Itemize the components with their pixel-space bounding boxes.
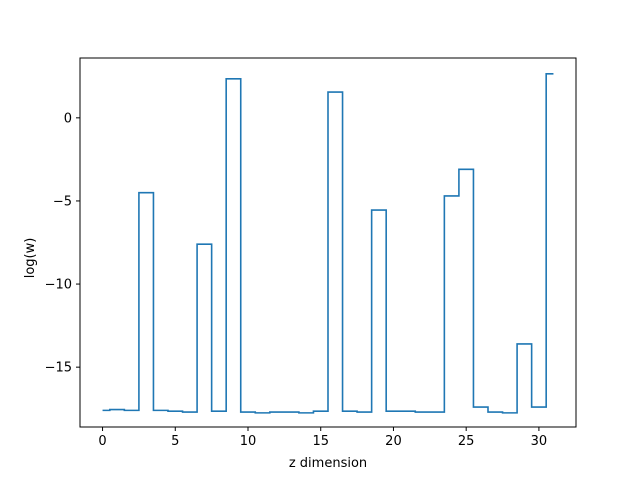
series-line: [102, 72, 554, 414]
x-tick-label: 5: [171, 434, 179, 449]
plot-area: [79, 57, 577, 428]
y-tick-label: −10: [45, 278, 72, 293]
x-tick-label: 20: [385, 434, 402, 449]
y-axis-label: log(w): [23, 238, 38, 279]
x-tick-label: 0: [98, 434, 106, 449]
y-tick-label: 0: [64, 111, 72, 126]
y-tick-label: −15: [45, 361, 72, 376]
y-tick-label: −5: [53, 194, 72, 209]
x-tick-label: 25: [458, 434, 475, 449]
x-tick-label: 10: [240, 434, 257, 449]
y-axis: 0 −5 −10 −15: [45, 111, 80, 376]
x-tick-label: 30: [531, 434, 548, 449]
axes-frame: [79, 57, 577, 428]
x-axis: 0 5 10 15 20 25 30: [98, 427, 547, 449]
x-tick-label: 15: [312, 434, 329, 449]
x-axis-label: z dimension: [289, 456, 367, 471]
